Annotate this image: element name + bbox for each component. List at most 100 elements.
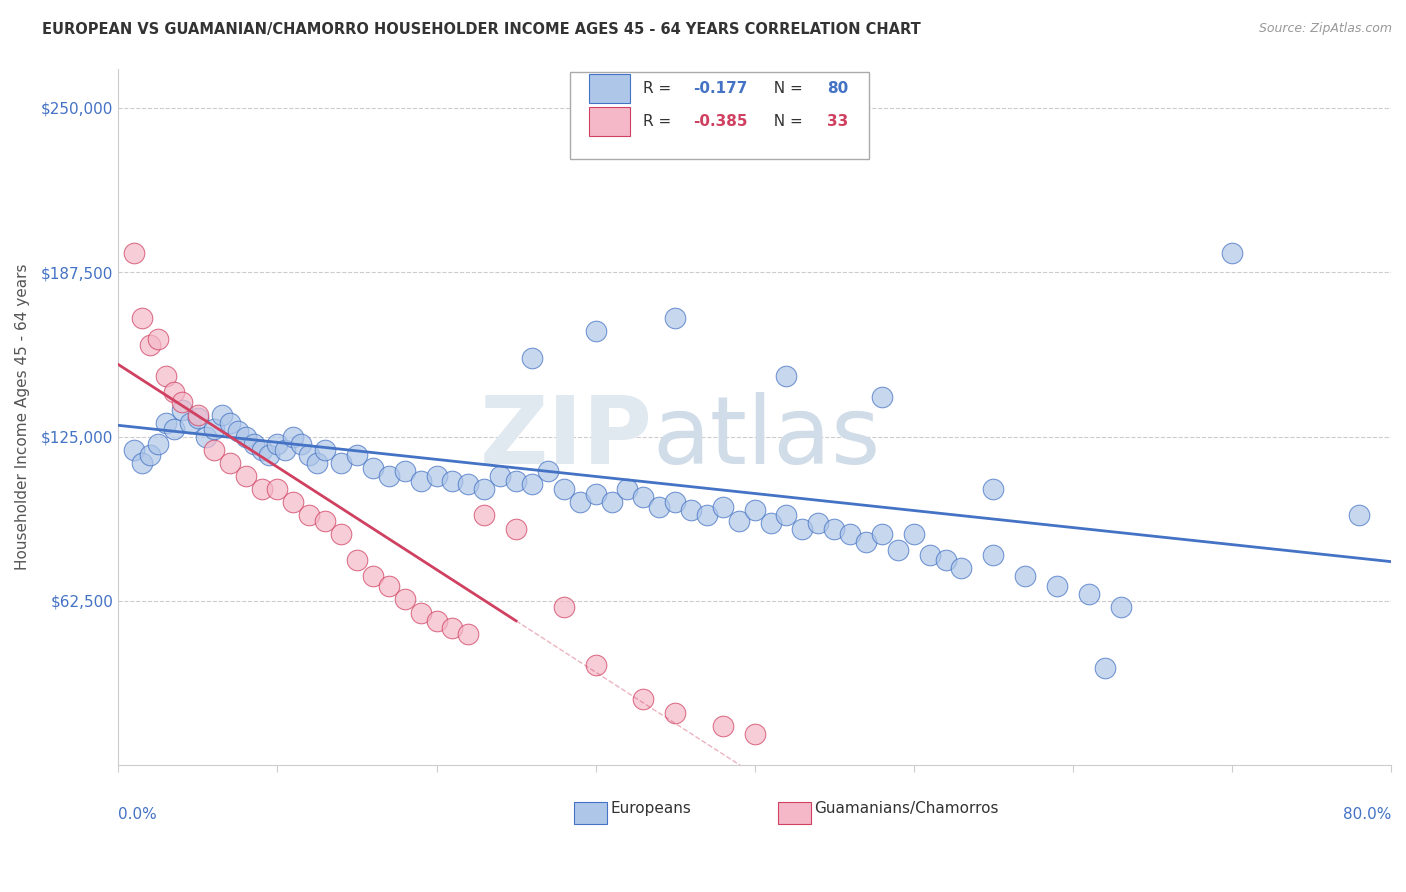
Point — [378, 469, 401, 483]
FancyBboxPatch shape — [571, 72, 869, 159]
Point — [330, 526, 353, 541]
Point — [1014, 569, 1036, 583]
Point — [131, 456, 153, 470]
Point — [146, 437, 169, 451]
Text: 80.0%: 80.0% — [1343, 807, 1391, 822]
Point — [664, 311, 686, 326]
Point — [744, 503, 766, 517]
Point — [179, 417, 201, 431]
Point — [1348, 508, 1371, 523]
Point — [425, 614, 447, 628]
Point — [664, 495, 686, 509]
Point — [259, 448, 281, 462]
Point — [441, 621, 464, 635]
Point — [839, 526, 862, 541]
Point — [696, 508, 718, 523]
Point — [600, 495, 623, 509]
Point — [520, 351, 543, 365]
Point — [472, 482, 495, 496]
Point — [122, 442, 145, 457]
Point — [346, 448, 368, 462]
Point — [1109, 600, 1132, 615]
Text: N =: N = — [763, 114, 807, 129]
Point — [903, 526, 925, 541]
Point — [489, 469, 512, 483]
Point — [307, 456, 329, 470]
Point — [472, 508, 495, 523]
Point — [146, 332, 169, 346]
Point — [744, 726, 766, 740]
Point — [759, 516, 782, 531]
Point — [918, 548, 941, 562]
Point — [1220, 245, 1243, 260]
Point — [775, 508, 797, 523]
Point — [283, 495, 305, 509]
Text: -0.385: -0.385 — [693, 114, 748, 129]
Point — [187, 409, 209, 423]
Point — [202, 422, 225, 436]
Point — [520, 476, 543, 491]
Point — [378, 579, 401, 593]
Point — [457, 476, 479, 491]
Point — [163, 422, 186, 436]
Point — [266, 437, 288, 451]
Text: EUROPEAN VS GUAMANIAN/CHAMORRO HOUSEHOLDER INCOME AGES 45 - 64 YEARS CORRELATION: EUROPEAN VS GUAMANIAN/CHAMORRO HOUSEHOLD… — [42, 22, 921, 37]
Point — [218, 456, 240, 470]
Point — [283, 429, 305, 443]
Point — [616, 482, 638, 496]
Point — [250, 482, 273, 496]
Point — [242, 437, 264, 451]
Point — [425, 469, 447, 483]
Text: R =: R = — [643, 81, 676, 96]
Point — [155, 417, 177, 431]
Point — [194, 429, 217, 443]
Point — [633, 490, 655, 504]
Point — [250, 442, 273, 457]
Point — [441, 474, 464, 488]
Point — [1077, 587, 1099, 601]
Point — [330, 456, 353, 470]
Point — [568, 495, 591, 509]
Point — [298, 448, 321, 462]
Text: R =: R = — [643, 114, 676, 129]
Point — [950, 561, 973, 575]
FancyBboxPatch shape — [589, 107, 630, 136]
Point — [711, 500, 734, 515]
Text: N =: N = — [763, 81, 807, 96]
Point — [235, 429, 257, 443]
Point — [1094, 661, 1116, 675]
Point — [855, 534, 877, 549]
Point — [346, 553, 368, 567]
Point — [711, 719, 734, 733]
Point — [537, 464, 560, 478]
Point — [155, 369, 177, 384]
Point — [585, 325, 607, 339]
Point — [314, 442, 336, 457]
Point — [187, 411, 209, 425]
Text: ZIP: ZIP — [479, 392, 652, 483]
Point — [633, 692, 655, 706]
Point — [457, 626, 479, 640]
Text: -0.177: -0.177 — [693, 81, 748, 96]
Point — [823, 522, 845, 536]
Point — [585, 658, 607, 673]
Point — [394, 592, 416, 607]
Point — [887, 542, 910, 557]
Text: Europeans: Europeans — [610, 802, 692, 816]
FancyBboxPatch shape — [574, 802, 607, 824]
Text: Source: ZipAtlas.com: Source: ZipAtlas.com — [1258, 22, 1392, 36]
Point — [505, 522, 527, 536]
Point — [394, 464, 416, 478]
Point — [585, 114, 607, 128]
Point — [792, 522, 814, 536]
Text: atlas: atlas — [652, 392, 882, 483]
Point — [226, 424, 249, 438]
Point — [211, 409, 233, 423]
Point — [163, 384, 186, 399]
Point — [807, 516, 830, 531]
Point — [314, 514, 336, 528]
Point — [170, 395, 193, 409]
Point — [648, 500, 671, 515]
Text: 0.0%: 0.0% — [118, 807, 157, 822]
Point — [664, 706, 686, 720]
